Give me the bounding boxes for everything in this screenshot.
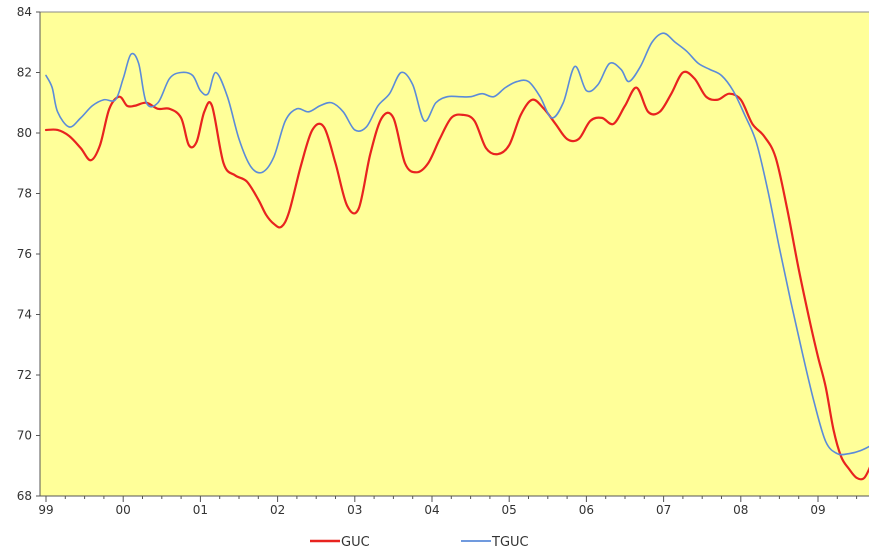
x-tick-label: 09	[810, 503, 825, 517]
y-tick-label: 76	[17, 247, 32, 261]
y-tick-label: 80	[17, 126, 32, 140]
x-tick-label: 01	[193, 503, 208, 517]
x-tick-label: 02	[270, 503, 285, 517]
series-line-tguc	[45, 32, 869, 456]
x-tick-label: 04	[424, 503, 439, 517]
x-tick-label: 06	[579, 503, 594, 517]
legend-label-tguc: TGUC	[491, 535, 529, 550]
y-tick-label: 84	[17, 5, 32, 19]
y-tick-label: 68	[17, 489, 32, 503]
x-tick-label: 08	[733, 503, 748, 517]
y-tick-label: 74	[17, 308, 32, 322]
series-layer	[44, 32, 869, 481]
axes: 68 70 72 74 76 78 80 82 84 99 00 01 02 03 04 05 06 07 08 09	[17, 5, 869, 517]
series-line-guc	[44, 70, 869, 481]
y-tick-label: 72	[17, 368, 32, 382]
x-tick-label: 99	[38, 503, 53, 517]
x-tick-label: 00	[116, 503, 131, 517]
y-tick-label: 70	[17, 429, 32, 443]
legend: GUC TGUC	[310, 535, 529, 550]
plot-area	[40, 12, 869, 496]
x-tick-label: 03	[347, 503, 362, 517]
y-tick-label: 82	[17, 66, 32, 80]
x-tick-label: 07	[656, 503, 671, 517]
y-tick-label: 78	[17, 187, 32, 201]
x-tick-label: 05	[502, 503, 517, 517]
legend-label-guc: GUC	[341, 535, 370, 550]
